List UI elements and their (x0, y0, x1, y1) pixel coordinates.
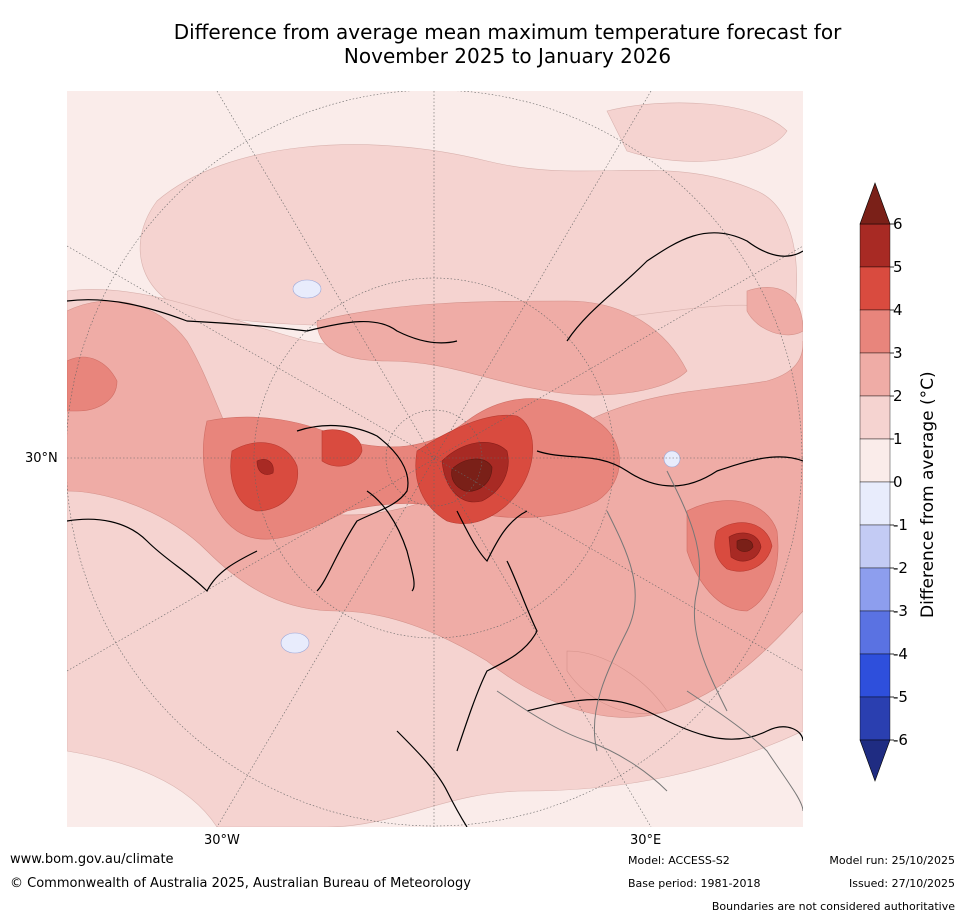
anomaly-band-over-6 (451, 458, 754, 552)
title-line-2: November 2025 to January 2026 (343, 44, 672, 68)
label-30w: 30°W (204, 833, 240, 848)
colorbar-tick-label: -6 (893, 731, 908, 749)
colorbar-under-triangle (859, 739, 891, 782)
colorbar-unit: °C) (918, 371, 938, 399)
colorbar-tick-label: 4 (893, 301, 903, 319)
colorbar-swatch (859, 223, 891, 268)
label-30n: 30°N (25, 451, 58, 466)
colorbar-tick-label: -1 (893, 516, 908, 534)
colorbar-title: Difference from average (°C) (918, 371, 938, 618)
colorbar-tick-label: -2 (893, 559, 908, 577)
title-line-1: Difference from average mean maximum tem… (173, 20, 842, 44)
footer-base-period: Base period: 1981-2018 (628, 877, 761, 890)
colorbar-swatch (859, 696, 891, 741)
colorbar-tick-label: 0 (893, 473, 903, 491)
footer-model: Model: ACCESS-S2 (628, 854, 730, 867)
colorbar: 6 5 4 3 2 1 0 -1 -2 -3 -4 -5 -6 (859, 182, 908, 782)
colorbar-swatch (859, 653, 891, 698)
colorbar-over-triangle (859, 182, 891, 225)
anomaly-band-minus-1-0 (280, 279, 681, 654)
footer-issued: Issued: 27/10/2025 (848, 877, 955, 890)
forecast-map (67, 91, 803, 827)
colorbar-swatch (859, 438, 891, 483)
colorbar-swatch (859, 524, 891, 569)
footer-url: www.bom.gov.au/climate (10, 852, 174, 867)
colorbar-swatch (859, 395, 891, 440)
label-30e: 30°E (630, 833, 662, 848)
colorbar-ticks: 6 5 4 3 2 1 0 -1 -2 -3 -4 -5 -6 (890, 215, 908, 749)
colorbar-tick-label: 6 (893, 215, 903, 233)
colorbar-swatch (859, 352, 891, 397)
colorbar-tick-label: -5 (893, 688, 908, 706)
footer-model-run: Model run: 25/10/2025 (829, 854, 955, 867)
coastlines (67, 232, 803, 827)
colorbar-tick-label: -3 (893, 602, 908, 620)
chart-title: Difference from average mean maximum tem… (60, 20, 955, 68)
footer-disclaimer: Boundaries are not considered authoritat… (711, 900, 955, 913)
colorbar-swatch (859, 309, 891, 354)
colorbar-tick-label: 3 (893, 344, 903, 362)
country-boundaries (496, 470, 803, 812)
map-graticule (67, 91, 803, 827)
colorbar-swatch (859, 610, 891, 655)
colorbar-swatch (859, 481, 891, 526)
colorbar-tick-label: 5 (893, 258, 903, 276)
colorbar-swatch (859, 567, 891, 612)
colorbar-swatch (859, 266, 891, 311)
colorbar-swatches (859, 223, 891, 741)
colorbar-label: Difference from average ( (918, 398, 938, 618)
footer-copyright: © Commonwealth of Australia 2025, Austra… (10, 876, 471, 891)
colorbar-tick-label: 2 (893, 387, 903, 405)
colorbar-tick-label: -4 (893, 645, 908, 663)
colorbar-tick-label: 1 (893, 430, 903, 448)
